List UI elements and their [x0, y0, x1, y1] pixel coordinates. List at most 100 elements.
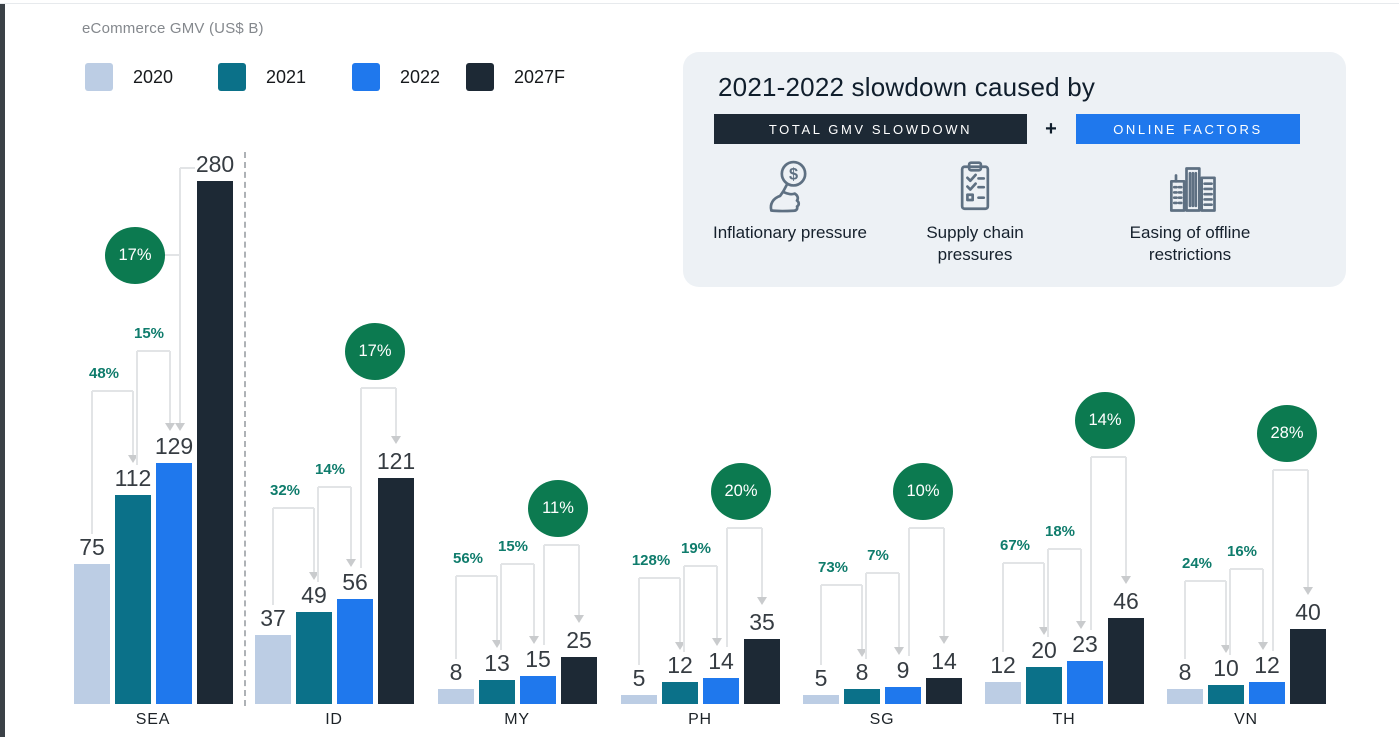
legend-label: 2021 [266, 66, 307, 87]
growth-label-PH-2021-2022: 19% [680, 540, 712, 557]
bar-value-SEA-2027F: 280 [195, 151, 235, 177]
badge-total-gmv-slowdown: TOTAL GMV SLOWDOWN [714, 114, 1027, 144]
category-label-SG: SG [869, 711, 895, 728]
growth-label-SG-2021-2022: 7% [867, 547, 889, 564]
arrow-down-icon [128, 455, 138, 463]
bar-PH-2027F [744, 639, 780, 704]
bracket-line [455, 576, 457, 659]
arrow-down-icon [675, 642, 685, 650]
bar-VN-2021 [1208, 685, 1244, 704]
bracket-line [1043, 563, 1045, 633]
bracket-line [1080, 549, 1082, 627]
bracket-line [820, 585, 822, 665]
bar-SEA-2020 [74, 564, 110, 704]
growth-label-TH-2020-2021: 67% [999, 537, 1031, 554]
clipboard-checklist-icon [960, 161, 990, 211]
bar-value-PH-2020: 5 [632, 665, 646, 691]
bracket-line [716, 566, 718, 644]
bracket-line [1272, 470, 1274, 651]
legend-swatch-2020 [85, 63, 113, 91]
svg-text:$: $ [789, 165, 798, 183]
cagr-badge-ID: 17% [345, 323, 405, 380]
bar-PH-2022 [703, 678, 739, 704]
growth-label-MY-2020-2021: 56% [452, 550, 484, 567]
bar-SEA-2021 [115, 495, 151, 704]
growth-label-ID-2020-2021: 32% [269, 482, 301, 499]
growth-label-PH-2020-2021: 128% [631, 552, 671, 569]
bracket-line [272, 508, 274, 605]
bracket-line [456, 575, 497, 577]
bracket-line [1048, 548, 1081, 550]
bracket-line [898, 573, 900, 653]
bracket-line [1003, 562, 1044, 564]
arrow-down-icon [939, 636, 949, 644]
callout-card: 2021-2022 slowdown caused by TOTAL GMV S… [683, 52, 1346, 287]
bar-ID-2027F [378, 478, 414, 704]
bar-value-TH-2022: 23 [1072, 631, 1098, 657]
bracket-line [861, 585, 863, 655]
factor-label: Inflationary pressure [712, 223, 868, 242]
bracket-line [496, 576, 498, 646]
bracket-line [1230, 568, 1263, 570]
growth-label-SEA-2020-2021: 48% [88, 365, 120, 382]
chart-title: eCommerce GMV (US$ B) [82, 20, 264, 37]
bar-value-VN-2027F: 40 [1295, 599, 1321, 625]
bracket-line [1125, 457, 1127, 578]
bar-value-PH-2022: 14 [708, 648, 734, 674]
bracket-line [92, 390, 133, 392]
bracket-line [1273, 469, 1308, 471]
bar-SG-2022 [885, 687, 921, 704]
factor-supply-chain: Supply chain pressures [870, 158, 1080, 266]
bar-value-VN-2020: 8 [1178, 659, 1192, 685]
bracket-line [543, 545, 545, 645]
cagr-badge-PH: 20% [711, 463, 771, 520]
legend-item-2027F: 2027F [466, 63, 565, 91]
bar-value-VN-2022: 12 [1254, 652, 1280, 678]
category-label-SEA: SEA [135, 711, 171, 728]
bar-MY-2022 [520, 676, 556, 704]
growth-label-VN-2020-2021: 24% [1181, 555, 1213, 572]
bar-TH-2020 [985, 682, 1021, 704]
legend-label: 2027F [514, 66, 566, 87]
bracket-line [544, 544, 579, 546]
bracket-line [638, 578, 640, 665]
bracket-line [909, 527, 944, 529]
bracket-line [866, 572, 899, 574]
arrow-down-icon [346, 559, 356, 567]
bar-SG-2027F [926, 678, 962, 704]
bracket-line [1307, 470, 1309, 589]
bracket-line [1091, 456, 1126, 458]
bar-value-MY-2022: 15 [525, 646, 551, 672]
legend-item-2021: 2021 [218, 63, 306, 91]
arrow-down-icon [309, 572, 319, 580]
bracket-line [137, 350, 170, 352]
factor-label: Supply chain pressures [926, 223, 1024, 265]
bar-value-SG-2020: 5 [814, 665, 828, 691]
category-label-VN: VN [1234, 711, 1258, 728]
bracket-line [943, 528, 945, 638]
bar-value-TH-2027F: 46 [1113, 588, 1139, 614]
arrow-down-icon [712, 638, 722, 646]
arrow-down-icon [757, 597, 767, 605]
bar-value-TH-2021: 20 [1031, 637, 1057, 663]
bracket-line [169, 351, 171, 429]
buildings-icon [1169, 167, 1216, 212]
cagr-badge-TH: 14% [1075, 392, 1135, 449]
arrow-down-icon [391, 436, 401, 444]
bracket-line [679, 578, 681, 648]
arrow-down-icon [1121, 576, 1131, 584]
arrow-down-icon [574, 615, 584, 623]
bracket-line [1090, 457, 1092, 630]
bar-value-SG-2022: 9 [896, 657, 910, 683]
factor-offline-restrictions: Easing of offline restrictions [1085, 158, 1295, 266]
bracket-line [350, 487, 352, 565]
bracket-line [501, 563, 534, 565]
bracket-line [908, 528, 910, 656]
bar-VN-2027F [1290, 629, 1326, 704]
growth-label-VN-2021-2022: 16% [1226, 543, 1258, 560]
growth-label-MY-2021-2022: 15% [497, 538, 529, 555]
bar-ID-2022 [337, 599, 373, 704]
legend-swatch-2022 [352, 63, 380, 91]
legend-label: 2022 [400, 66, 441, 87]
arrow-down-icon [1039, 627, 1049, 635]
